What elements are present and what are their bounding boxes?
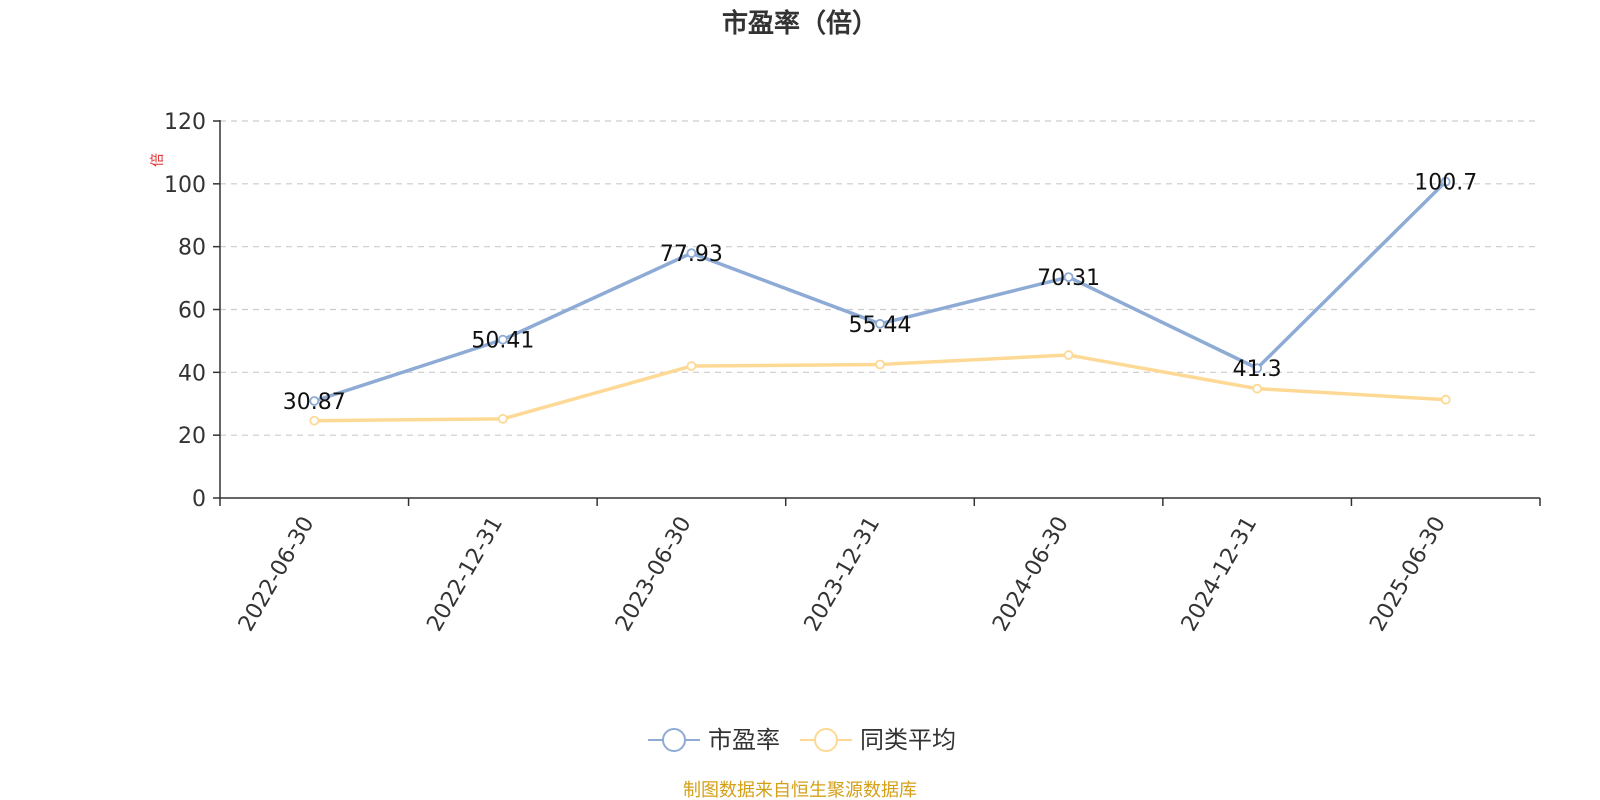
legend[interactable]: 市盈率 同类平均: [648, 726, 956, 754]
data-label: 70.31: [1037, 266, 1100, 291]
data-point: [1252, 383, 1263, 394]
y-tick-label: 20: [178, 424, 206, 449]
data-label: 41.3: [1233, 357, 1282, 382]
data-point: [497, 413, 508, 424]
data-point: [875, 318, 885, 329]
x-tick-label: 2022-06-30: [234, 513, 320, 636]
series-layer: [309, 176, 1451, 426]
data-point: [1063, 350, 1074, 360]
y-tick-label: 0: [192, 487, 206, 512]
x-tick-label: 2024-12-31: [1177, 513, 1263, 636]
chart-title: 市盈率（倍）: [722, 8, 878, 39]
data-labels: 30.87 50.41 77.93 55.44 70.31 41.3 100.7: [283, 171, 1477, 415]
data-point: [686, 361, 697, 371]
legend-label-peer-average: 同类平均: [860, 726, 956, 754]
data-label: 55.44: [849, 313, 912, 338]
data-point: [1440, 394, 1451, 405]
y-tick-label: 80: [178, 236, 206, 261]
data-point: [1252, 363, 1263, 374]
y-tick-label: 60: [178, 299, 206, 324]
legend-circle-icon: [814, 728, 838, 752]
y-axis-unit-label: 倍: [150, 153, 166, 167]
data-point: [309, 396, 320, 406]
y-tick-label: 100: [164, 173, 206, 198]
x-tick-label: 2023-12-31: [800, 513, 886, 636]
legend-item-pe-ratio[interactable]: 市盈率: [648, 726, 780, 754]
x-tick-label: 2025-06-30: [1365, 513, 1451, 636]
data-point: [1063, 272, 1074, 283]
data-point: [686, 248, 697, 259]
grid-lines: [220, 120, 1540, 436]
data-label: 50.41: [471, 329, 534, 354]
x-tick-label: 2022-12-31: [422, 513, 508, 636]
data-point: [497, 334, 508, 345]
data-label: 100.7: [1414, 171, 1477, 196]
y-tick-label: 40: [178, 361, 206, 386]
data-point: [1440, 176, 1451, 187]
data-point: [309, 415, 320, 426]
data-point: [875, 359, 885, 370]
y-tick-label: 120: [164, 110, 206, 135]
legend-label-pe-ratio: 市盈率: [708, 726, 780, 754]
data-label: 30.87: [283, 390, 346, 415]
x-tick-label: 2023-06-30: [611, 513, 697, 636]
x-tick-label: 2024-06-30: [988, 513, 1074, 636]
data-label: 77.93: [660, 242, 723, 267]
legend-item-peer-average[interactable]: 同类平均: [800, 726, 956, 754]
source-note: 制图数据来自恒生聚源数据库: [683, 780, 917, 800]
legend-circle-icon: [662, 728, 686, 752]
